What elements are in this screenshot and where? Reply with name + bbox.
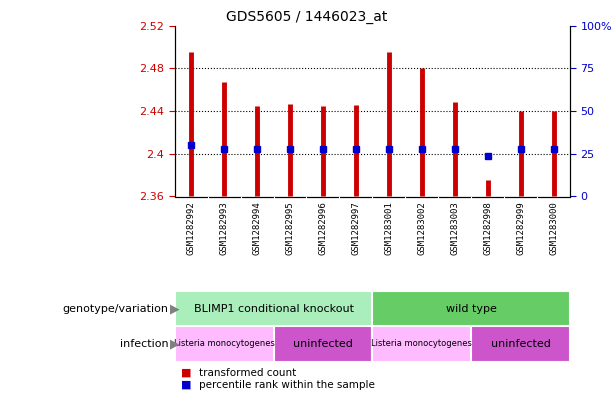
Bar (175, 326, 273, 362)
Bar (175, 291, 372, 326)
Text: Listeria monocytogenes: Listeria monocytogenes (371, 340, 472, 348)
Text: uninfected: uninfected (293, 339, 353, 349)
Text: GSM1283003: GSM1283003 (451, 201, 459, 255)
Bar (372, 291, 570, 326)
Bar (471, 326, 570, 362)
Text: GSM1282992: GSM1282992 (187, 201, 196, 255)
Text: BLIMP1 conditional knockout: BLIMP1 conditional knockout (194, 303, 354, 314)
Text: Listeria monocytogenes: Listeria monocytogenes (173, 340, 275, 348)
Text: GSM1282999: GSM1282999 (516, 201, 525, 255)
Text: GDS5605 / 1446023_at: GDS5605 / 1446023_at (226, 10, 387, 24)
Text: GSM1282995: GSM1282995 (286, 201, 294, 255)
Text: GSM1282997: GSM1282997 (351, 201, 360, 255)
Text: GSM1282993: GSM1282993 (219, 201, 229, 255)
Text: GSM1282998: GSM1282998 (483, 201, 492, 255)
Bar (372, 326, 471, 362)
Text: uninfected: uninfected (491, 339, 550, 349)
Text: GSM1282996: GSM1282996 (319, 201, 327, 255)
Text: ■: ■ (181, 380, 191, 390)
Text: ▶: ▶ (170, 337, 180, 351)
Text: GSM1283001: GSM1283001 (384, 201, 394, 255)
Bar (273, 326, 372, 362)
Text: genotype/variation: genotype/variation (63, 303, 169, 314)
Text: GSM1283000: GSM1283000 (549, 201, 558, 255)
Text: ■: ■ (181, 367, 191, 378)
Text: GSM1282994: GSM1282994 (253, 201, 262, 255)
Text: transformed count: transformed count (199, 367, 297, 378)
Text: wild type: wild type (446, 303, 497, 314)
Text: percentile rank within the sample: percentile rank within the sample (199, 380, 375, 390)
Text: GSM1283002: GSM1283002 (417, 201, 426, 255)
Text: infection: infection (120, 339, 169, 349)
Text: ▶: ▶ (170, 302, 180, 315)
